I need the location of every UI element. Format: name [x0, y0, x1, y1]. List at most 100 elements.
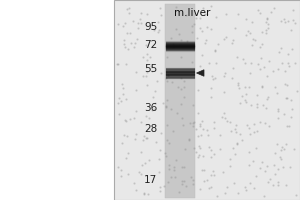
Point — [180, 183, 184, 186]
Point — [292, 147, 297, 151]
Point — [179, 38, 184, 42]
Point — [266, 27, 271, 30]
Point — [116, 62, 120, 65]
Point — [126, 152, 130, 155]
Point — [190, 104, 195, 107]
Point — [250, 37, 255, 41]
Point — [172, 165, 176, 168]
Point — [144, 70, 149, 73]
Point — [173, 159, 178, 162]
Point — [147, 55, 152, 58]
Point — [123, 98, 128, 101]
Point — [149, 108, 154, 111]
Point — [247, 126, 251, 129]
Point — [127, 11, 132, 14]
Point — [278, 158, 283, 161]
Point — [148, 65, 153, 68]
Point — [240, 58, 245, 61]
Point — [205, 179, 210, 182]
Point — [183, 148, 188, 151]
Point — [134, 37, 139, 40]
Point — [231, 67, 236, 70]
Point — [281, 17, 286, 20]
Point — [191, 124, 196, 127]
Point — [243, 98, 248, 101]
Point — [203, 13, 208, 16]
Point — [165, 73, 170, 77]
Point — [247, 86, 252, 89]
Point — [258, 166, 263, 169]
Point — [144, 58, 149, 61]
Text: 95: 95 — [144, 22, 158, 32]
Point — [219, 116, 224, 119]
Point — [116, 112, 121, 116]
Point — [209, 185, 214, 188]
Point — [196, 135, 201, 138]
Point — [229, 76, 234, 79]
Point — [209, 174, 214, 177]
Point — [228, 165, 233, 168]
Point — [133, 41, 137, 44]
Point — [164, 105, 169, 108]
Point — [269, 10, 274, 13]
Point — [209, 4, 214, 8]
Point — [278, 148, 283, 152]
Point — [115, 62, 120, 65]
Point — [278, 19, 283, 22]
Point — [189, 176, 194, 179]
Point — [141, 134, 146, 137]
Point — [150, 69, 154, 73]
Point — [232, 182, 236, 185]
Point — [167, 141, 171, 144]
Point — [260, 160, 265, 164]
Bar — [165, 4, 195, 198]
Point — [289, 115, 294, 118]
Point — [223, 191, 227, 195]
Point — [131, 181, 136, 184]
Text: 28: 28 — [144, 124, 158, 134]
Point — [141, 55, 146, 58]
Point — [213, 15, 218, 18]
Point — [139, 163, 144, 166]
Point — [290, 48, 295, 51]
Point — [116, 102, 121, 105]
Point — [157, 171, 162, 174]
Point — [293, 61, 298, 65]
Point — [289, 107, 294, 111]
Bar — [114, 0, 300, 200]
Point — [206, 62, 211, 65]
Point — [224, 120, 229, 123]
Point — [168, 36, 173, 39]
Point — [189, 25, 194, 28]
Point — [212, 173, 216, 176]
Point — [272, 6, 276, 10]
Point — [281, 166, 286, 169]
Point — [244, 100, 248, 104]
Point — [272, 173, 277, 176]
Point — [207, 186, 212, 189]
Point — [158, 72, 163, 75]
Point — [202, 179, 207, 183]
Point — [283, 82, 288, 86]
Point — [277, 51, 281, 54]
Point — [190, 182, 195, 186]
Point — [210, 75, 215, 78]
Point — [141, 75, 146, 78]
Point — [124, 119, 129, 123]
Point — [253, 38, 258, 41]
Point — [286, 65, 291, 68]
Point — [212, 48, 217, 51]
Point — [263, 28, 268, 31]
Point — [164, 124, 169, 127]
Point — [163, 152, 168, 155]
Point — [172, 44, 176, 48]
Point — [156, 21, 161, 24]
Point — [260, 30, 265, 34]
Point — [198, 146, 203, 149]
Point — [121, 92, 125, 96]
Point — [206, 133, 210, 136]
Point — [271, 69, 275, 72]
Point — [153, 90, 158, 93]
Point — [161, 101, 166, 104]
Point — [158, 186, 162, 189]
